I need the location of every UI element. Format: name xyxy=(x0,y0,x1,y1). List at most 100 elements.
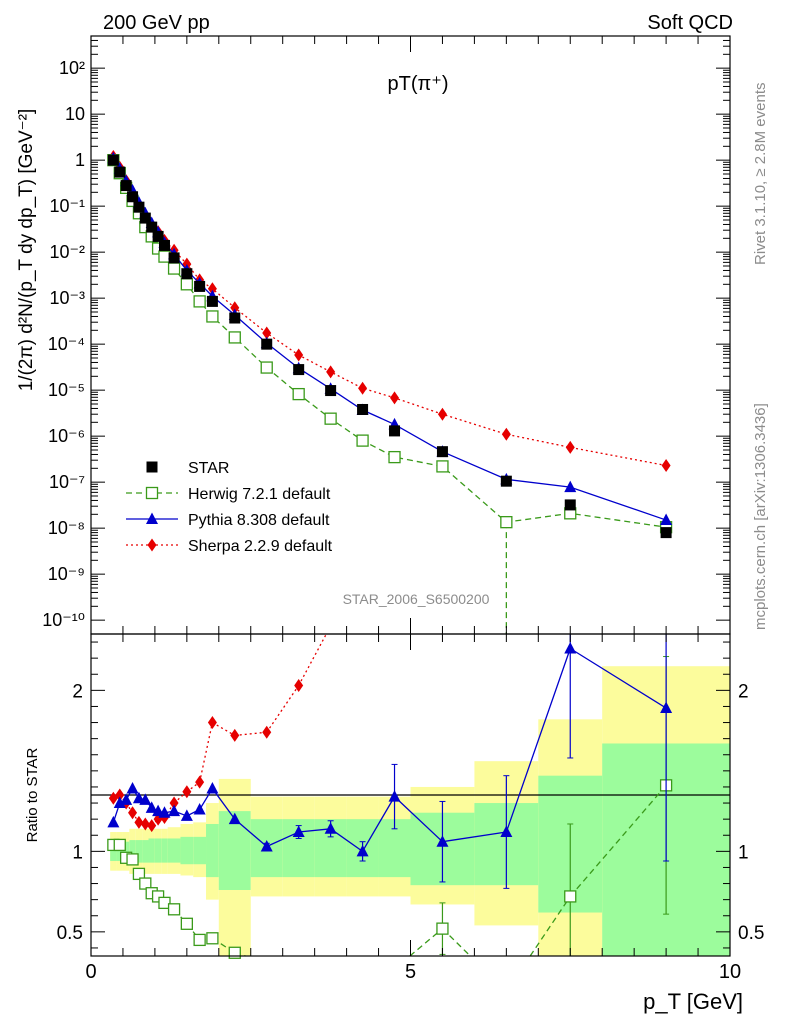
pythia-ratio-point xyxy=(260,840,273,852)
y-tick-label: 10⁻¹ xyxy=(49,196,85,216)
inner-band xyxy=(193,836,207,865)
legend-label-pythia: Pythia 8.308 default xyxy=(188,512,330,529)
spectrum-panel: 10⁻¹⁰ 10⁻⁹ 10⁻⁸ 10⁻⁷ 10⁻⁶ 10⁻⁵ 10⁻⁴ 10⁻³ 10⁻² 10⁻… xyxy=(16,35,731,635)
inner-band xyxy=(122,841,130,862)
herwig-point xyxy=(228,331,241,344)
pythia-ratio-line xyxy=(394,796,443,843)
herwig-ratio-point xyxy=(158,896,171,910)
star-point xyxy=(293,364,305,376)
pythia-ratio-point xyxy=(206,782,219,794)
sherpa-point xyxy=(262,326,272,340)
pythia-ratio-point xyxy=(139,793,152,805)
pythia-ratio-point xyxy=(180,809,193,821)
herwig-point xyxy=(292,387,305,401)
sherpa-ratio-point xyxy=(134,815,144,829)
inner-band xyxy=(206,823,219,878)
herwig-point xyxy=(180,278,194,291)
star-point xyxy=(133,201,145,213)
herwig-ratio-line xyxy=(441,928,471,957)
pythia-ratio-point xyxy=(193,802,206,815)
mcplots-label: mcplots.cern.ch [arXiv:1306.3436] xyxy=(752,403,769,630)
pythia-ratio-point xyxy=(564,641,577,654)
star-point xyxy=(389,425,401,437)
herwig-point xyxy=(388,450,401,464)
star-point xyxy=(357,403,369,415)
ratio-axes: 0.5 0.5 1 1 2 2 0 5 10 xyxy=(57,634,764,983)
star-point xyxy=(206,295,218,307)
sherpa-ratio-line xyxy=(266,685,300,733)
sherpa-line xyxy=(112,156,667,467)
sherpa-point xyxy=(230,301,240,315)
collision-label: 200 GeV pp xyxy=(103,12,210,34)
pythia-ratio-point xyxy=(107,815,120,828)
pythia-ratio-series xyxy=(107,634,673,889)
pythia-ratio-point xyxy=(356,844,369,857)
y-tick-label: 10⁻⁹ xyxy=(48,564,85,584)
herwig-ratio-point xyxy=(167,903,181,916)
herwig-point xyxy=(193,295,206,308)
sherpa-ratio-line xyxy=(198,722,214,783)
spectrum-frame xyxy=(90,35,731,635)
herwig-ratio-point xyxy=(113,838,126,852)
star-point xyxy=(146,221,158,233)
pythia-ratio-line xyxy=(298,828,331,833)
star-point xyxy=(564,499,576,511)
pythia-ratio-point xyxy=(168,804,181,817)
sherpa-series xyxy=(108,150,671,473)
star-point xyxy=(107,154,119,166)
herwig-point xyxy=(167,262,181,275)
pythia-ratio-point xyxy=(292,825,305,838)
spectrum-axes: 10⁻¹⁰ 10⁻⁹ 10⁻⁸ 10⁻⁷ 10⁻⁶ 10⁻⁵ 10⁻⁴ 10⁻³ 10⁻² 10⁻… xyxy=(42,35,731,634)
pythia-ratio-point xyxy=(436,835,449,847)
pythia-ratio-point xyxy=(324,822,337,834)
herwig-ratio-line xyxy=(569,784,667,897)
herwig-ratio-line xyxy=(529,896,571,957)
herwig-ratio-series xyxy=(107,656,673,959)
pythia-ratio-point xyxy=(145,801,158,813)
ratio-y-tick-label: 1 xyxy=(72,842,83,863)
legend-label-herwig: Herwig 7.2.1 default xyxy=(188,486,331,503)
ratio-y-tick-label-right: 2 xyxy=(738,681,749,702)
inner-band xyxy=(218,811,251,890)
star-point xyxy=(114,166,126,178)
category-label: Soft QCD xyxy=(647,12,733,34)
sherpa-point xyxy=(661,459,671,473)
sherpa-ratio-point xyxy=(140,817,150,831)
y-tick-label: 10⁻¹⁰ xyxy=(42,610,85,630)
star-point xyxy=(229,312,241,324)
herwig-point xyxy=(436,460,449,473)
sherpa-ratio-series xyxy=(108,633,327,833)
star-point xyxy=(139,212,151,224)
rivet-label: Rivet 3.1.10, ≥ 2.8M events xyxy=(752,83,769,266)
y-tick-label: 1 xyxy=(75,150,85,170)
inner-band xyxy=(110,841,117,862)
sherpa-ratio-line xyxy=(298,633,327,686)
inner-band xyxy=(154,838,162,863)
sherpa-ratio-point xyxy=(169,796,179,810)
pythia-ratio-point xyxy=(126,782,139,794)
y-tick-label: 10 xyxy=(65,104,85,124)
herwig-point xyxy=(356,434,369,447)
pythia-ratio-point xyxy=(388,790,401,802)
sherpa-point xyxy=(390,391,400,405)
star-point xyxy=(660,527,672,539)
ratio-y-tick-label: 2 xyxy=(72,681,83,702)
pythia-point xyxy=(564,480,577,493)
inner-band xyxy=(129,840,136,863)
sherpa-ratio-point xyxy=(262,725,272,739)
y-tick-label: 10⁻⁸ xyxy=(48,518,85,538)
pythia-ratio-point xyxy=(120,793,133,805)
star-point xyxy=(500,475,512,487)
legend-label-star: STAR xyxy=(188,460,229,477)
y-axis-label: 1/(2π) d²N/(p_T dy dp_T) [GeV⁻²] xyxy=(16,109,37,392)
legend-label-sherpa: Sherpa 2.2.9 default xyxy=(188,538,333,555)
x-tick-label: 10 xyxy=(719,961,741,983)
herwig-point xyxy=(206,310,219,323)
herwig-point xyxy=(260,361,273,374)
inner-band xyxy=(161,838,168,863)
herwig-ratio-point xyxy=(228,946,241,959)
y-tick-label: 10⁻⁵ xyxy=(48,380,85,400)
star-point xyxy=(261,338,273,350)
pythia-ratio-line xyxy=(442,831,507,843)
